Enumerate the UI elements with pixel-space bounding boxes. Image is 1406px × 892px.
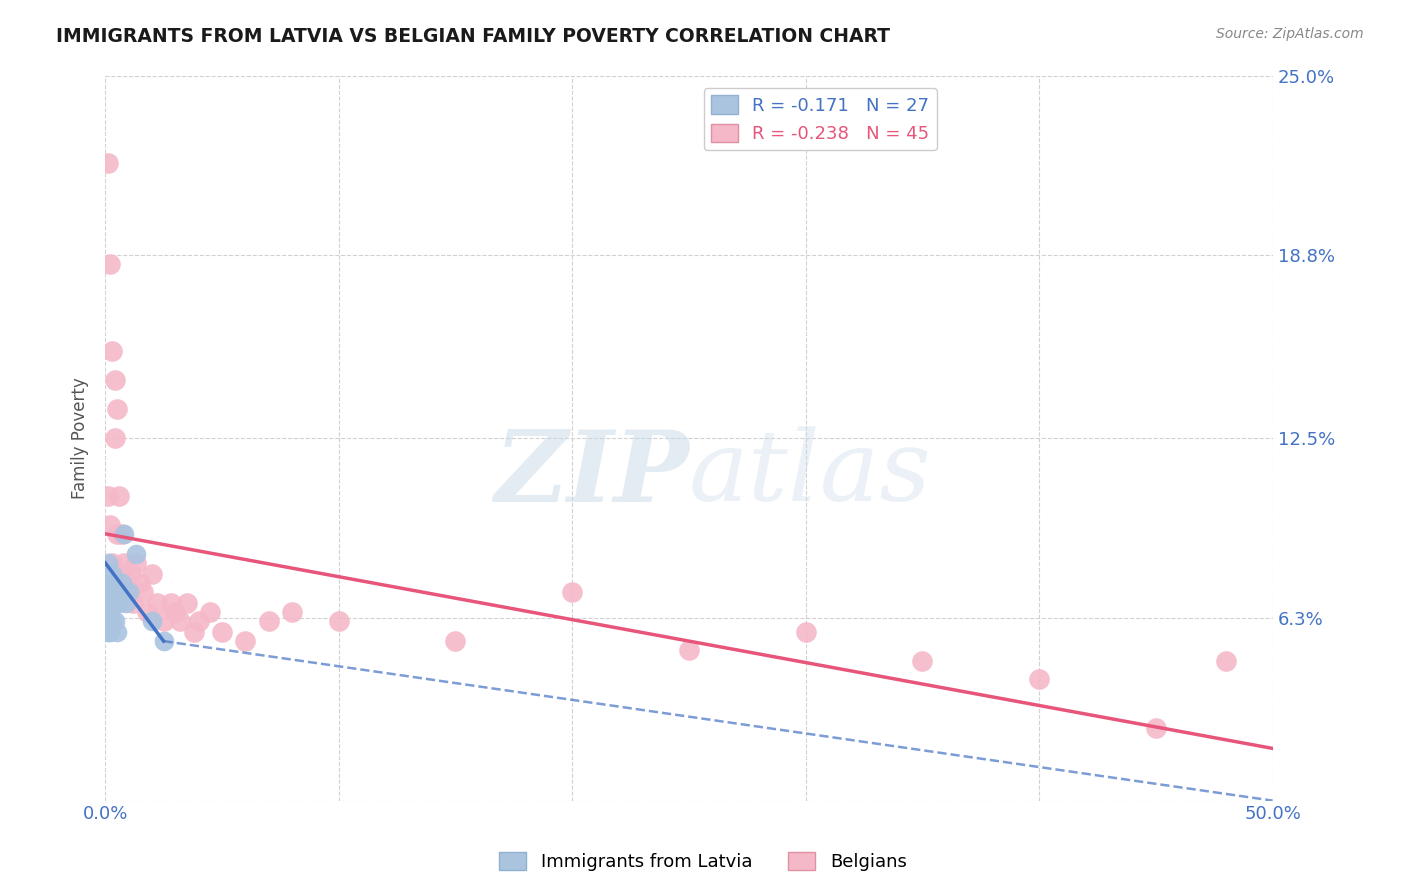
Point xyxy=(96,596,118,610)
Point xyxy=(98,576,121,591)
Point xyxy=(152,614,174,628)
Point xyxy=(141,614,163,628)
Point xyxy=(101,556,124,570)
Point xyxy=(200,605,222,619)
Point xyxy=(281,605,304,619)
Point xyxy=(101,344,124,359)
Point xyxy=(124,547,146,561)
Point xyxy=(115,576,138,591)
Point xyxy=(152,634,174,648)
Point xyxy=(98,257,121,271)
Point xyxy=(98,625,121,640)
Point xyxy=(110,576,132,591)
Point xyxy=(211,625,233,640)
Point xyxy=(136,605,159,619)
Point xyxy=(101,584,124,599)
Point xyxy=(117,584,139,599)
Point xyxy=(110,567,132,582)
Point xyxy=(96,556,118,570)
Point xyxy=(101,614,124,628)
Point xyxy=(110,526,132,541)
Point xyxy=(124,556,146,570)
Point xyxy=(117,584,139,599)
Point xyxy=(103,596,125,610)
Point xyxy=(145,596,167,610)
Point xyxy=(233,634,256,648)
Point xyxy=(131,584,153,599)
Point xyxy=(122,596,145,610)
Point xyxy=(165,605,187,619)
Point xyxy=(159,596,181,610)
Text: Source: ZipAtlas.com: Source: ZipAtlas.com xyxy=(1216,27,1364,41)
Point xyxy=(169,614,191,628)
Legend: Immigrants from Latvia, Belgians: Immigrants from Latvia, Belgians xyxy=(492,845,914,879)
Point xyxy=(1144,721,1167,735)
Point xyxy=(96,584,118,599)
Point xyxy=(183,625,205,640)
Point xyxy=(561,584,583,599)
Point xyxy=(1028,672,1050,686)
Point xyxy=(103,576,125,591)
Point xyxy=(257,614,280,628)
Point xyxy=(120,567,142,582)
Point xyxy=(101,567,124,582)
Legend: R = -0.171   N = 27, R = -0.238   N = 45: R = -0.171 N = 27, R = -0.238 N = 45 xyxy=(703,88,936,151)
Point xyxy=(98,584,121,599)
Point xyxy=(141,567,163,582)
Point xyxy=(1215,654,1237,668)
Point xyxy=(96,625,118,640)
Point xyxy=(328,614,350,628)
Point xyxy=(129,576,152,591)
Point xyxy=(112,556,135,570)
Text: ZIP: ZIP xyxy=(494,426,689,523)
Point xyxy=(103,614,125,628)
Point xyxy=(105,526,128,541)
Point xyxy=(176,596,198,610)
Point xyxy=(112,526,135,541)
Point xyxy=(187,614,209,628)
Point xyxy=(794,625,817,640)
Point xyxy=(101,596,124,610)
Point xyxy=(103,373,125,387)
Point xyxy=(911,654,934,668)
Point xyxy=(96,614,118,628)
Point xyxy=(108,489,131,503)
Point xyxy=(108,596,131,610)
Point xyxy=(103,431,125,445)
Point xyxy=(98,518,121,533)
Point xyxy=(96,155,118,169)
Point xyxy=(96,489,118,503)
Point xyxy=(444,634,467,648)
Point xyxy=(105,625,128,640)
Text: IMMIGRANTS FROM LATVIA VS BELGIAN FAMILY POVERTY CORRELATION CHART: IMMIGRANTS FROM LATVIA VS BELGIAN FAMILY… xyxy=(56,27,890,45)
Point xyxy=(115,596,138,610)
Y-axis label: Family Poverty: Family Poverty xyxy=(72,377,89,499)
Point xyxy=(105,584,128,599)
Point xyxy=(678,642,700,657)
Point xyxy=(98,596,121,610)
Text: atlas: atlas xyxy=(689,426,932,522)
Point xyxy=(98,614,121,628)
Point xyxy=(105,402,128,417)
